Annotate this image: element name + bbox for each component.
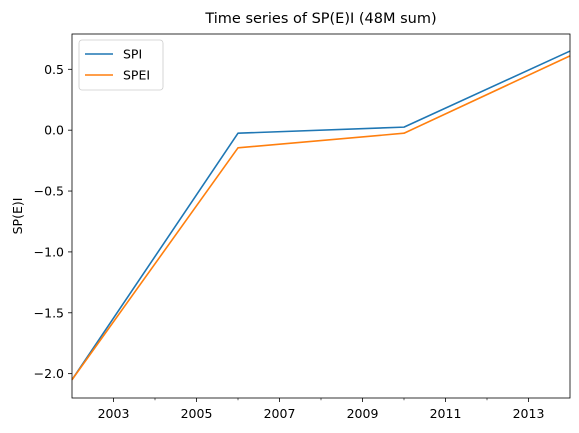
chart-title: Time series of SP(E)I (48M sum) bbox=[204, 11, 436, 27]
y-tick-label: −1.0 bbox=[34, 244, 64, 259]
legend-label-spi: SPI bbox=[123, 47, 142, 62]
series-line-spei bbox=[71, 55, 571, 381]
y-tick-label: −1.5 bbox=[34, 305, 64, 320]
x-tick-label: 2009 bbox=[347, 406, 379, 421]
x-tick-label: 2011 bbox=[430, 406, 462, 421]
y-tick-label: −0.5 bbox=[34, 184, 64, 199]
x-tick-label: 2005 bbox=[181, 406, 213, 421]
y-tick-label: −2.0 bbox=[34, 366, 64, 381]
y-axis-ticks: −2.0 −1.5 −1.0 −0.5 0.0 0.5 bbox=[34, 62, 72, 381]
x-tick-label: 2003 bbox=[98, 406, 130, 421]
y-tick-label: 0.0 bbox=[44, 123, 64, 138]
legend: SPI SPEI bbox=[78, 39, 164, 91]
x-tick-label: 2013 bbox=[513, 406, 545, 421]
x-axis-ticks: 2003 2005 2007 2009 2011 2013 bbox=[98, 398, 545, 421]
legend-label-spei: SPEI bbox=[123, 68, 150, 83]
x-tick-label: 2007 bbox=[264, 406, 296, 421]
legend-box bbox=[78, 39, 164, 91]
y-tick-label: 0.5 bbox=[44, 62, 64, 77]
series-line-spi bbox=[71, 50, 571, 381]
y-axis-label: SP(E)I bbox=[10, 198, 25, 235]
series-layer bbox=[71, 50, 571, 381]
